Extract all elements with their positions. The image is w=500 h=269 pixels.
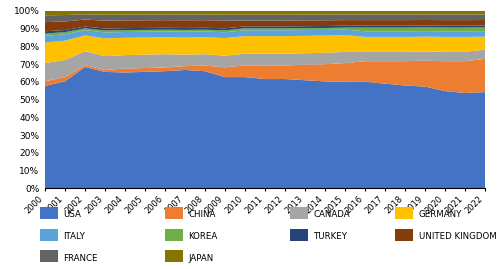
Text: ITALY: ITALY	[64, 232, 86, 241]
Text: KOREA: KOREA	[188, 232, 218, 241]
Text: GERMANY: GERMANY	[418, 211, 462, 220]
Text: JAPAN: JAPAN	[188, 254, 214, 263]
Text: USA: USA	[64, 211, 82, 220]
Text: TURKEY: TURKEY	[314, 232, 348, 241]
Text: UNITED KINGDOM: UNITED KINGDOM	[418, 232, 496, 241]
Text: CHINA: CHINA	[188, 211, 216, 220]
Text: FRANCE: FRANCE	[64, 254, 98, 263]
Text: CANADA: CANADA	[314, 211, 350, 220]
